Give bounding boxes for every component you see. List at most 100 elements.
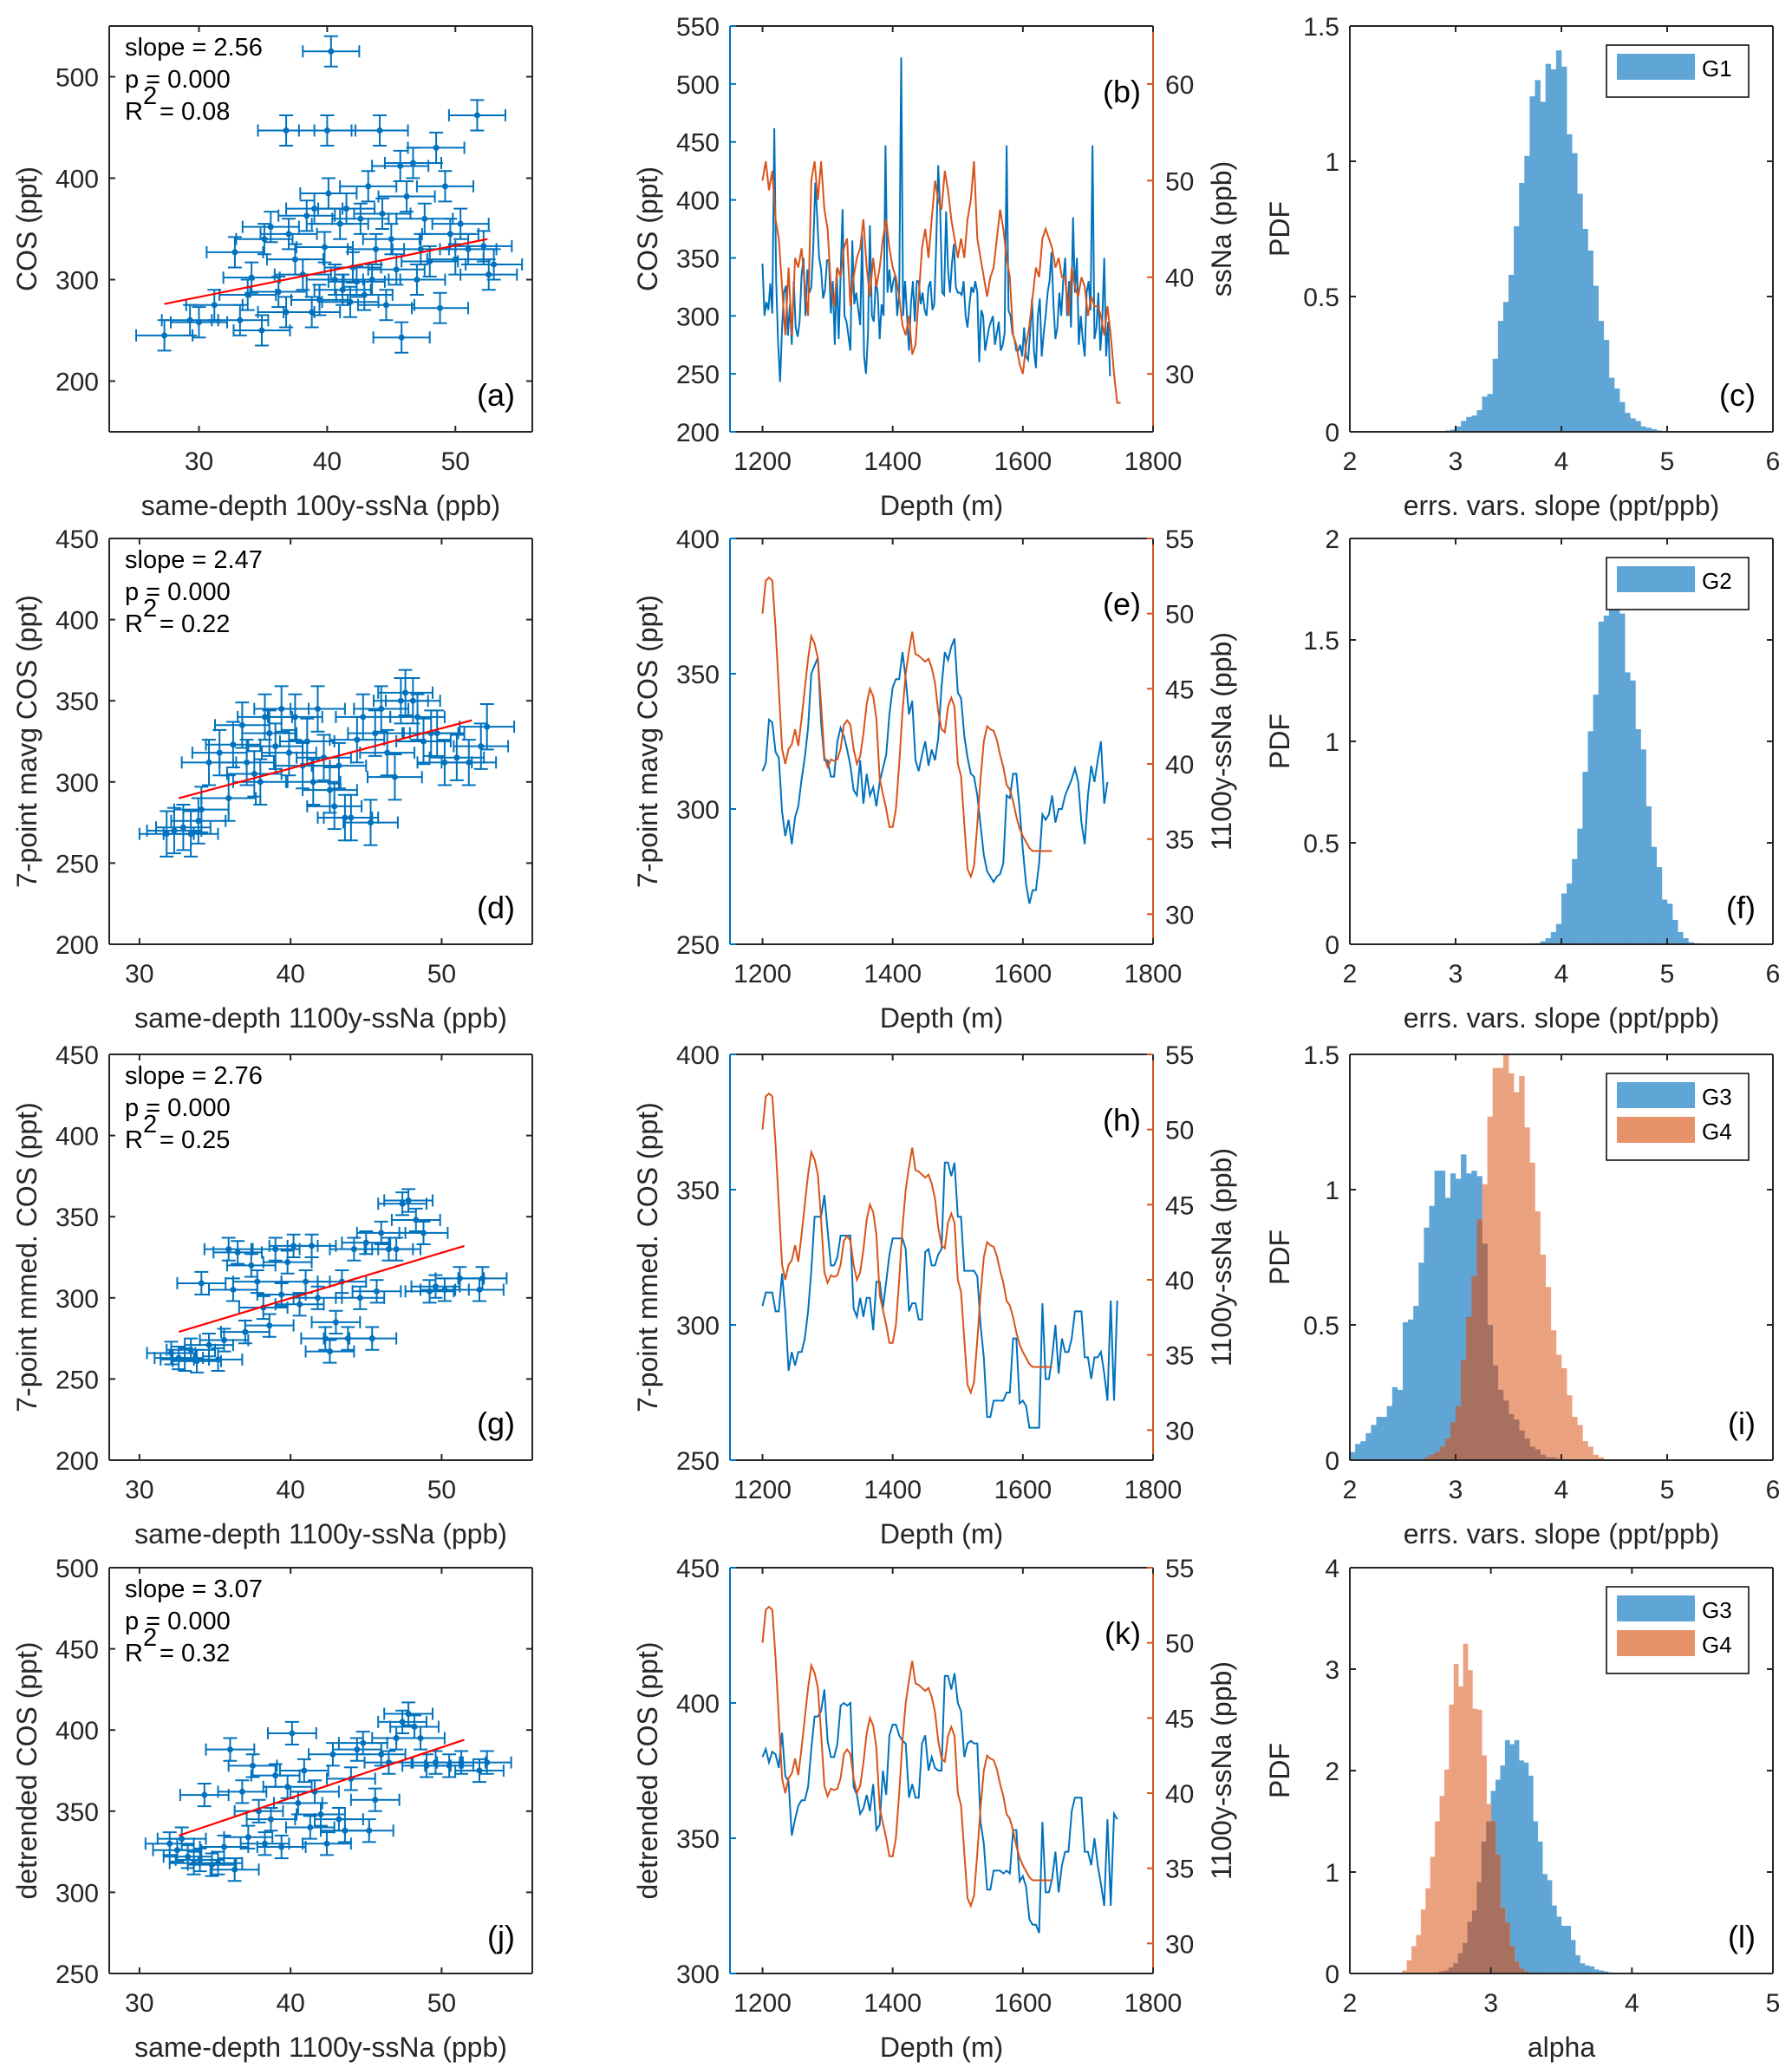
data-point	[316, 1269, 368, 1295]
point-marker	[417, 245, 424, 252]
histogram-bar-g2	[1672, 919, 1678, 944]
data-point	[339, 170, 398, 203]
point-marker	[326, 1348, 333, 1355]
y-tick-label: 300	[55, 267, 99, 296]
histogram-bar-g1	[1550, 68, 1557, 432]
histogram-overlap-bar	[1502, 1400, 1509, 1460]
histogram-bar-g1	[1476, 410, 1482, 432]
histogram-bar-g4	[1458, 1686, 1463, 1973]
data-point	[241, 709, 298, 757]
y-tick-label: 300	[55, 769, 99, 798]
histogram-bar-g3	[1408, 1319, 1414, 1460]
point-marker	[171, 827, 178, 834]
x-tick-label: 1200	[733, 1476, 792, 1504]
data-point	[367, 753, 423, 801]
y-axis-label-right: ssNa (ppb)	[1206, 161, 1237, 297]
y-right-tick-label: 55	[1165, 525, 1194, 554]
data-point	[179, 1782, 230, 1808]
point-marker	[285, 749, 292, 756]
r-squared-superscript: 2	[143, 595, 157, 623]
y-right-tick-label: 60	[1165, 71, 1194, 100]
histogram-overlap-bar	[1463, 1942, 1468, 1973]
histogram-bar-g3	[1561, 1926, 1567, 1973]
histogram-bar-g3	[1603, 1971, 1609, 1973]
data-point	[241, 211, 300, 244]
histogram-bar-g3	[1444, 1197, 1451, 1460]
point-marker	[373, 1288, 380, 1295]
point-marker	[368, 1335, 375, 1342]
data-point	[410, 291, 470, 324]
x-tick-label: 1600	[994, 1989, 1052, 2018]
y-tick-label: 0	[1325, 1960, 1339, 1989]
data-point	[355, 1220, 407, 1246]
y-tick-label: 0.5	[1303, 1312, 1339, 1341]
legend-label: G3	[1702, 1084, 1732, 1110]
r-squared-superscript: 2	[143, 82, 157, 110]
point-marker	[303, 212, 310, 219]
point-marker	[420, 1230, 427, 1236]
data-point	[459, 702, 516, 751]
y-tick-label: 400	[55, 607, 99, 636]
histogram-overlap-bar	[1504, 1922, 1510, 1973]
data-point	[212, 1240, 264, 1265]
x-tick-label: 4	[1554, 960, 1569, 988]
x-tick-label: 40	[313, 447, 342, 476]
histogram-bar-g3	[1403, 1321, 1409, 1460]
data-point	[371, 149, 430, 183]
histogram-overlap-bar	[1453, 1963, 1458, 1973]
histogram-bar-g4	[1509, 1073, 1515, 1460]
series-line-cos	[761, 1673, 1118, 1934]
histogram-overlap-bar	[1457, 1953, 1463, 1973]
regression-line	[164, 238, 488, 305]
panel-d: 30 40 50 200 250 300 350 400 450 same-depth 1100y…	[11, 525, 533, 1034]
data-point	[205, 721, 262, 768]
x-tick-label: 30	[125, 1476, 153, 1504]
histogram-bar-g3	[1355, 1444, 1361, 1460]
histogram-bar-g1	[1466, 416, 1472, 432]
histogram-bar-g3	[1424, 1227, 1430, 1460]
histogram-bar-g3	[1556, 1916, 1562, 1973]
histogram-bar-g3	[1575, 1954, 1580, 1973]
histogram-bar-g1	[1614, 388, 1620, 432]
y-axis-label: PDF	[1264, 201, 1295, 257]
x-tick-label: 1800	[1124, 1989, 1183, 2018]
data-point	[274, 1292, 325, 1317]
y-tick-label: 2	[1325, 525, 1339, 554]
panel-label: (c)	[1719, 377, 1756, 413]
y-right-tick-label: 30	[1165, 361, 1194, 389]
x-axis-label: same-depth 1100y-ssNa (ppb)	[134, 1002, 507, 1034]
point-marker	[315, 706, 322, 713]
panel-label: (a)	[477, 377, 515, 413]
point-marker	[478, 743, 485, 750]
point-marker	[196, 319, 203, 326]
histogram-overlap-bar	[1514, 1960, 1520, 1973]
histogram-overlap-bar	[1490, 1821, 1496, 1973]
histogram-overlap-bar	[1509, 1413, 1515, 1460]
histogram-overlap-bar	[1424, 1457, 1430, 1460]
legend-swatch-g1	[1617, 54, 1695, 80]
histogram-bar-g4	[1545, 1287, 1552, 1460]
data-point	[250, 1236, 301, 1262]
histogram-overlap-bar	[1481, 1841, 1487, 1973]
histogram-overlap-bar	[1519, 1430, 1525, 1460]
histogram-overlap-bar	[1523, 1971, 1529, 1973]
legend-swatch-g2	[1617, 566, 1695, 592]
panel-h: 1200 1400 1600 1800 250 300 350 400 30 35 40 45 50 55…	[632, 1041, 1237, 1549]
x-tick-label: 30	[185, 447, 213, 476]
x-tick-label: 1800	[1124, 960, 1183, 988]
legend-swatch-g4	[1617, 1117, 1695, 1143]
y-tick-label: 300	[55, 1879, 99, 1908]
r-squared-text: = 0.25	[160, 1126, 230, 1154]
data-point	[180, 739, 238, 786]
point-marker	[231, 249, 238, 256]
y-tick-label: 200	[55, 1447, 99, 1476]
panel-e: 1200 1400 1600 1800 250 300 350 400 30 35 40 45 50 55…	[632, 525, 1237, 1034]
x-tick-label: 1600	[994, 960, 1052, 988]
point-marker	[420, 738, 427, 745]
point-marker	[399, 1200, 406, 1207]
y-tick-label: 550	[676, 13, 720, 42]
point-marker	[368, 819, 375, 826]
point-marker	[262, 714, 269, 721]
histogram-overlap-bar	[1448, 1967, 1454, 1973]
point-marker	[272, 1246, 279, 1253]
